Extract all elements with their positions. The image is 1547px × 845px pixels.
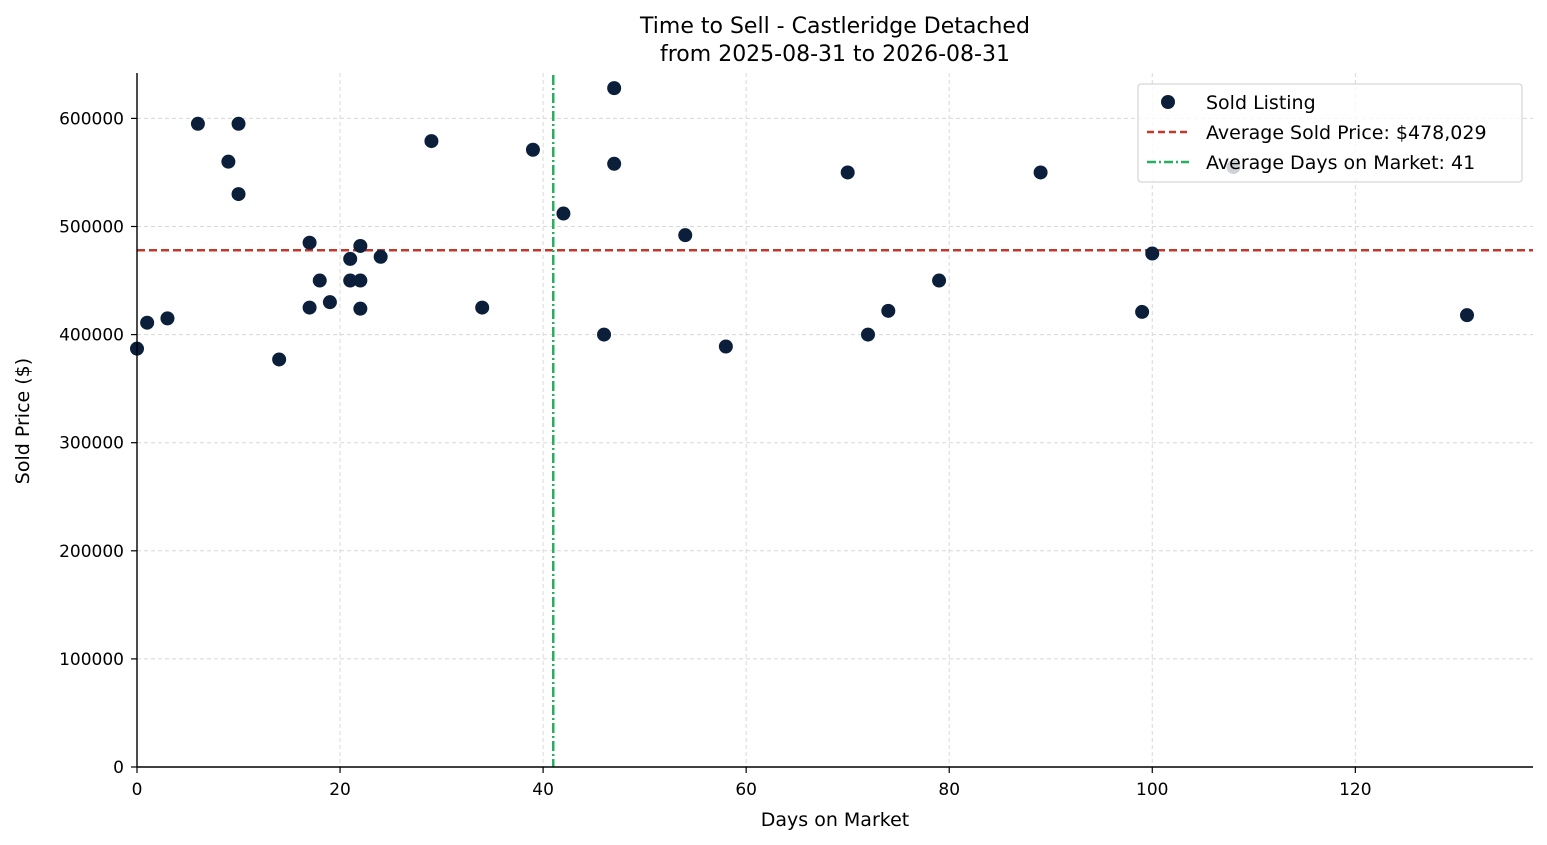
data-point: [140, 315, 155, 330]
x-tick-label: 40: [532, 780, 554, 800]
reference-lines: [137, 75, 1533, 767]
data-point: [1145, 246, 1160, 261]
data-point: [343, 273, 358, 288]
data-point: [525, 142, 540, 157]
y-tick-label: 100000: [59, 650, 124, 670]
legend-label-sold: Sold Listing: [1206, 92, 1316, 114]
legend-marker-sold: [1161, 95, 1175, 109]
x-tick-label: 20: [329, 780, 351, 800]
data-point: [221, 154, 236, 169]
data-point: [272, 352, 287, 367]
data-point: [231, 187, 246, 202]
data-point: [840, 165, 855, 180]
data-point: [373, 249, 388, 264]
data-point: [231, 116, 246, 131]
grid-lines: [137, 73, 1533, 767]
y-tick-label: 200000: [59, 542, 124, 562]
data-point: [718, 339, 733, 354]
data-point: [475, 300, 490, 315]
data-points: [130, 81, 1475, 367]
data-point: [860, 327, 875, 342]
data-point: [322, 295, 337, 310]
legend-label-avg-days: Average Days on Market: 41: [1206, 152, 1475, 174]
data-point: [312, 273, 327, 288]
data-point: [556, 206, 571, 221]
data-point: [1033, 165, 1048, 180]
data-point: [424, 134, 439, 149]
y-tick-label: 400000: [59, 326, 124, 346]
data-point: [881, 303, 896, 318]
legend-label-avg-price: Average Sold Price: $478,029: [1206, 122, 1487, 144]
data-point: [1135, 304, 1150, 319]
x-tick-label: 0: [132, 780, 143, 800]
x-tick-label: 80: [938, 780, 960, 800]
data-point: [302, 235, 317, 250]
x-tick-label: 120: [1339, 780, 1371, 800]
y-tick-label: 0: [113, 758, 124, 778]
data-point: [302, 300, 317, 315]
data-point: [190, 116, 205, 131]
data-point: [607, 156, 622, 171]
data-point: [597, 327, 612, 342]
axes: [131, 73, 1533, 773]
data-point: [343, 251, 358, 266]
chart-title: Time to Sell - Castleridge Detached: [639, 14, 1030, 39]
tick-labels: 0 20 40 60 80 100 120 0 100000 200000 300000 400000…: [59, 109, 1371, 800]
x-tick-label: 60: [735, 780, 757, 800]
legend-box: [1137, 83, 1523, 183]
x-axis-label: Days on Market: [761, 809, 909, 831]
y-axis-label: Sold Price ($): [12, 358, 34, 484]
data-point: [1460, 308, 1475, 323]
y-tick-label: 500000: [59, 218, 124, 238]
y-tick-label: 600000: [59, 109, 124, 129]
data-point: [160, 311, 175, 326]
data-point: [353, 301, 368, 316]
y-tick-label: 300000: [59, 434, 124, 454]
x-tick-label: 100: [1136, 780, 1168, 800]
chart-subtitle: from 2025-08-31 to 2026-08-31: [660, 42, 1010, 67]
data-point: [607, 81, 622, 96]
legend: Sold Listing Average Sold Price: $478,02…: [1137, 83, 1523, 183]
data-point: [932, 273, 947, 288]
data-point: [353, 238, 368, 253]
data-point: [678, 228, 693, 243]
data-point: [353, 273, 368, 288]
